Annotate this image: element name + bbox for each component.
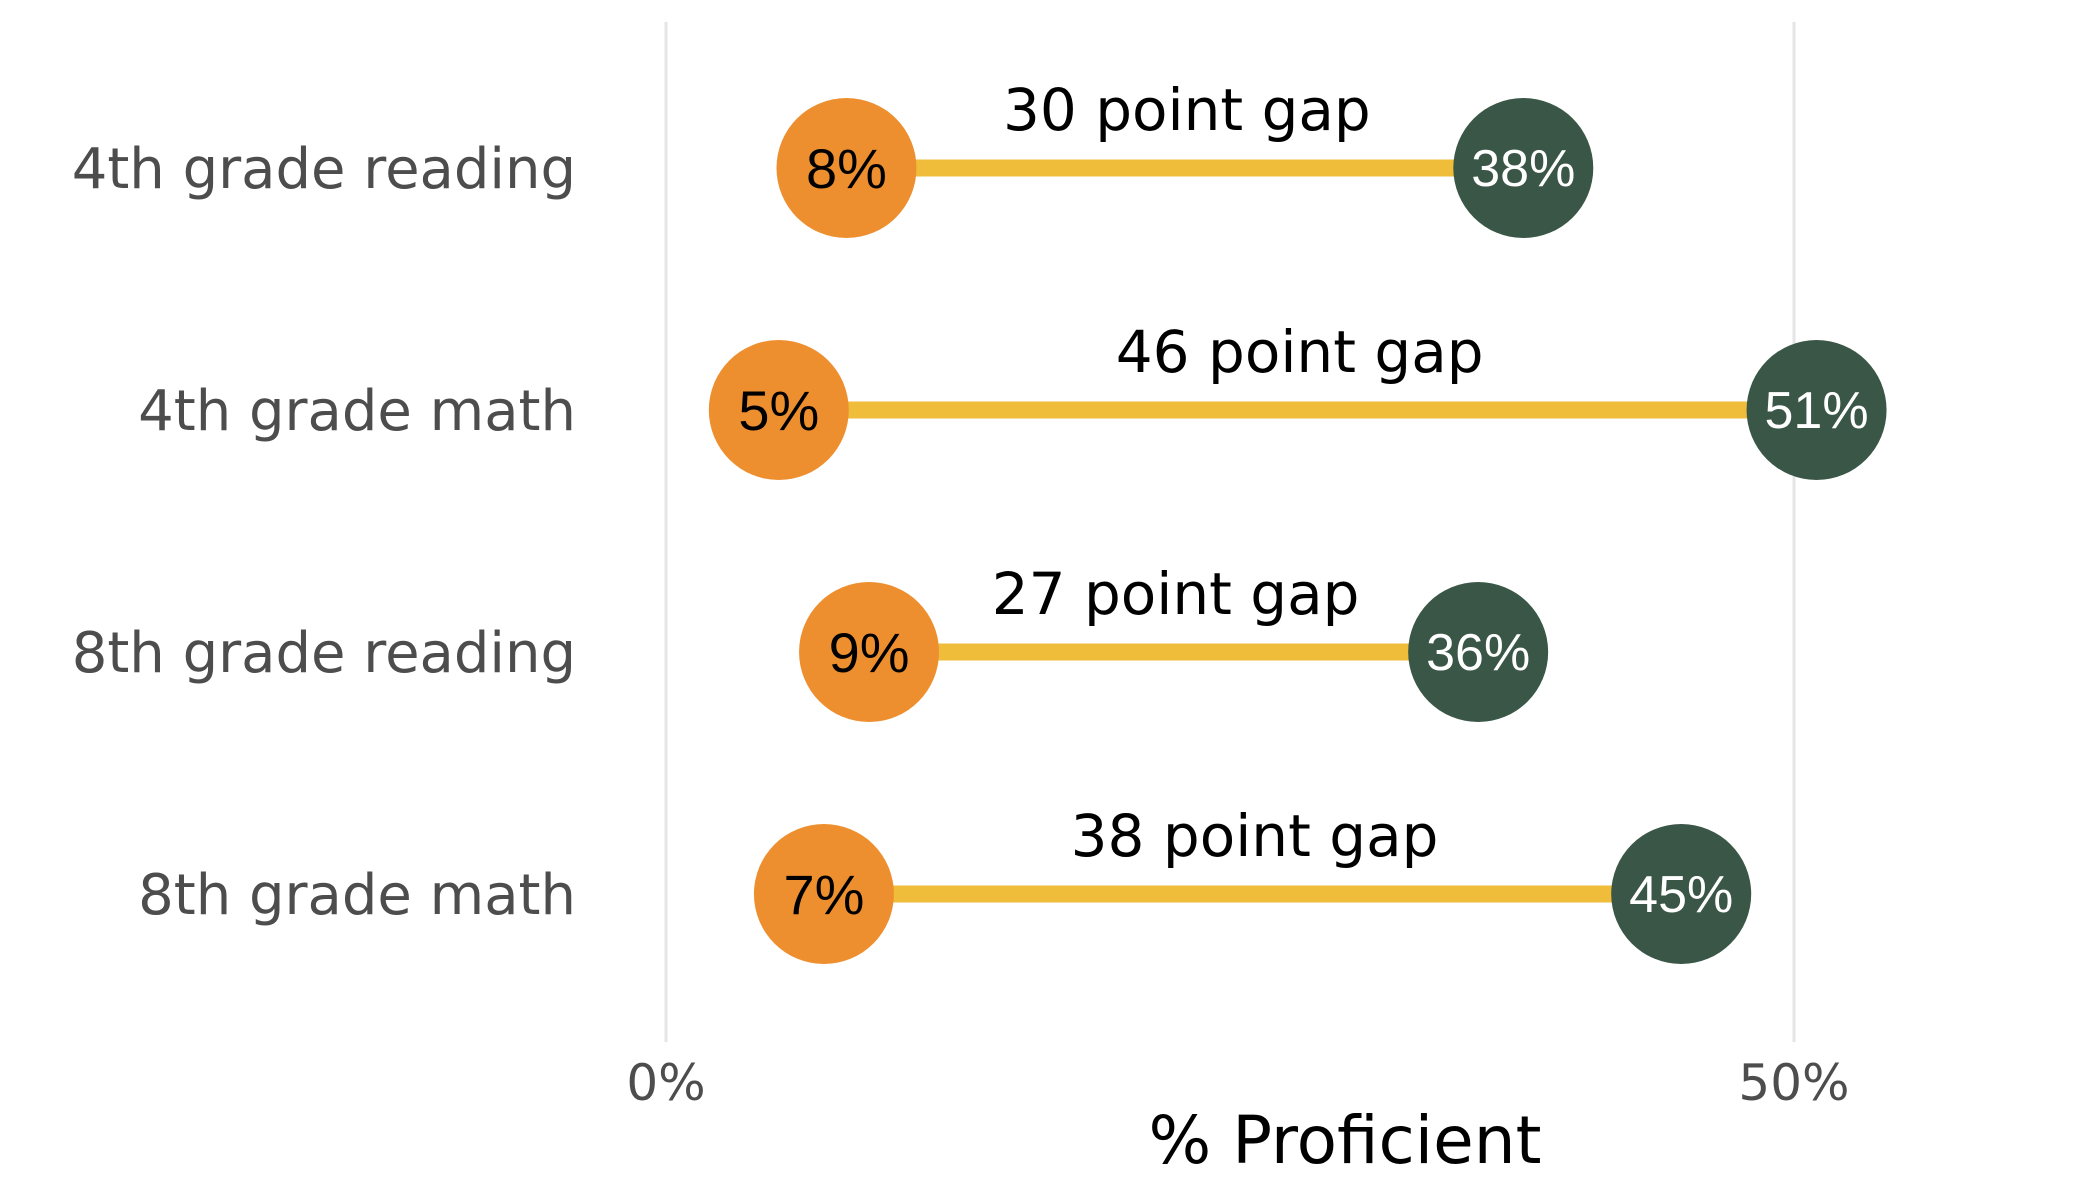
- gridlines: [664, 22, 1796, 1042]
- high-point: [1611, 824, 1752, 964]
- low-point: [708, 340, 849, 480]
- category-label: 8th grade reading: [72, 621, 576, 686]
- gap-annotation: 30 point gap: [1003, 76, 1371, 144]
- high-point-label: 38%: [1471, 140, 1575, 198]
- chart-row: 4th grade math 46 point gap 5% 51%: [138, 318, 1887, 480]
- x-tick-label: 0%: [626, 1054, 705, 1112]
- gap-annotation: 27 point gap: [992, 560, 1360, 628]
- low-point: [799, 582, 940, 722]
- high-point-label: 45%: [1629, 866, 1733, 924]
- gap-annotation: 38 point gap: [1071, 802, 1439, 870]
- high-point: [1408, 582, 1549, 722]
- low-point-label: 8%: [806, 137, 887, 200]
- low-point: [753, 824, 894, 964]
- category-label: 4th grade math: [138, 379, 576, 444]
- low-point: [776, 98, 917, 238]
- category-label: 4th grade reading: [72, 137, 576, 202]
- x-axis-title: % Proficient: [1149, 1102, 1542, 1179]
- high-point-label: 36%: [1426, 624, 1530, 682]
- chart-row: 8th grade math 38 point gap 7% 45%: [138, 802, 1752, 964]
- x-tick-label: 50%: [1738, 1054, 1849, 1112]
- low-point-label: 5%: [738, 379, 819, 442]
- chart-row: 8th grade reading 27 point gap 9% 36%: [72, 560, 1549, 722]
- gap-annotation: 46 point gap: [1116, 318, 1484, 386]
- low-point-label: 7%: [783, 863, 864, 926]
- low-point-label: 9%: [829, 621, 910, 684]
- chart-row: 4th grade reading 30 point gap 8% 38%: [72, 76, 1594, 238]
- category-label: 8th grade math: [138, 863, 576, 928]
- high-point-label: 51%: [1765, 382, 1869, 440]
- high-point: [1453, 98, 1594, 238]
- x-axis: 0% 50%: [626, 1054, 1849, 1112]
- high-point: [1746, 340, 1887, 480]
